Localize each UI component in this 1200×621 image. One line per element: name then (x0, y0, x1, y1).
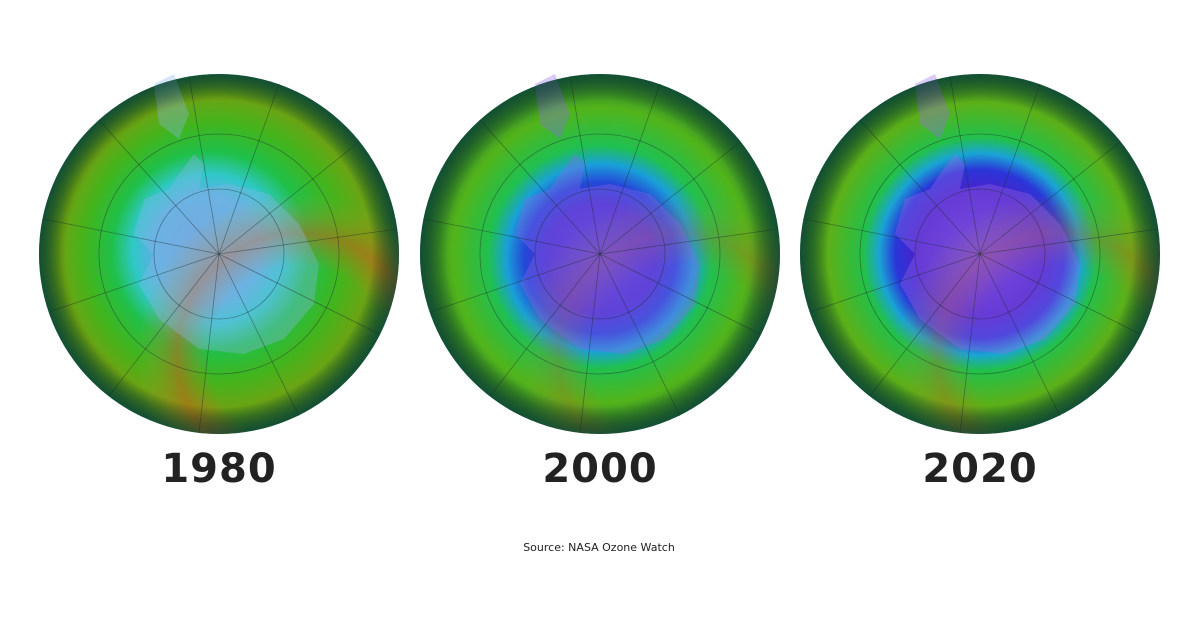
year-label: 1980 (161, 446, 276, 492)
year-label: 2020 (922, 446, 1037, 492)
source: Source: NASA Ozone Watch (523, 541, 675, 554)
globe-2000 (420, 74, 780, 434)
year-label: 2000 (542, 446, 657, 492)
globe-2020 (800, 74, 1160, 434)
globe-1980 (39, 74, 399, 434)
